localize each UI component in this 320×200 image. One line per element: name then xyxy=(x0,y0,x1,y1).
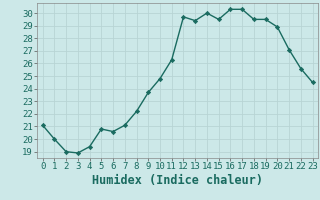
X-axis label: Humidex (Indice chaleur): Humidex (Indice chaleur) xyxy=(92,174,263,187)
